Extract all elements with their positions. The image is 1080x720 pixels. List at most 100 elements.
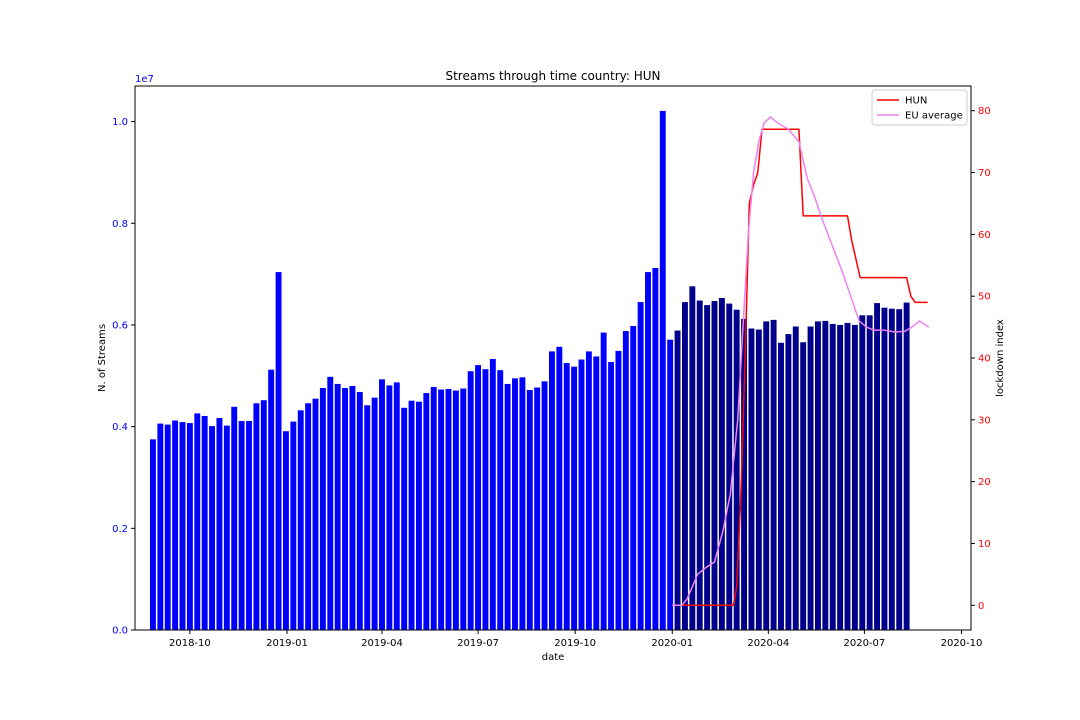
bar: [209, 426, 216, 630]
bar: [718, 298, 725, 630]
legend-label: EU average: [905, 111, 963, 122]
bar: [534, 387, 541, 630]
bar: [238, 421, 245, 630]
line-hun: [672, 128, 928, 607]
bar: [881, 307, 888, 630]
bar: [755, 329, 762, 630]
bar: [172, 420, 179, 630]
right-tick-label: 60: [978, 230, 991, 241]
bar: [275, 272, 282, 630]
chart-title: Streams through time country: HUN: [445, 69, 660, 83]
bar: [556, 346, 563, 630]
left-tick-label: 0.4: [112, 422, 128, 433]
bar: [223, 425, 230, 630]
bar: [460, 388, 467, 630]
bar: [652, 268, 659, 630]
bar: [216, 417, 223, 630]
bar: [342, 388, 349, 630]
y-axis-label-right: lockdown index: [995, 319, 1006, 397]
bar: [482, 369, 489, 630]
right-tick-label: 70: [978, 168, 991, 179]
bar: [785, 334, 792, 630]
bar: [608, 362, 615, 630]
bar: [593, 356, 600, 630]
bar: [334, 383, 341, 630]
bar: [696, 300, 703, 630]
bar: [659, 110, 666, 630]
bar: [452, 390, 459, 630]
bar: [903, 302, 910, 630]
bar: [563, 363, 570, 630]
bar: [327, 376, 334, 630]
x-tick-label: 2019-01: [266, 638, 308, 649]
right-tick-label: 0: [978, 601, 984, 612]
bar: [371, 397, 378, 630]
line-eu-average: [672, 116, 930, 607]
bar: [689, 286, 696, 630]
bar: [622, 331, 629, 630]
right-tick-label: 40: [978, 354, 991, 365]
bar: [763, 321, 770, 630]
bar: [888, 308, 895, 630]
bar: [585, 351, 592, 630]
bar: [438, 389, 445, 630]
bar: [186, 423, 193, 630]
bar: [874, 303, 881, 630]
bar: [637, 302, 644, 630]
bar: [260, 400, 267, 630]
bar: [526, 390, 533, 630]
bar: [312, 398, 319, 630]
x-tick-label: 2019-10: [554, 638, 596, 649]
bar: [364, 405, 371, 630]
bar: [681, 302, 688, 630]
bar: [393, 382, 400, 630]
bar: [268, 369, 275, 630]
bar: [748, 328, 755, 630]
bar: [866, 315, 873, 630]
bar: [645, 272, 651, 630]
bar: [349, 385, 356, 630]
bar: [467, 371, 474, 630]
bar: [231, 406, 238, 630]
left-tick-label: 0.2: [112, 524, 128, 535]
bar: [504, 383, 511, 630]
bar: [401, 407, 408, 630]
bar: [164, 424, 171, 630]
right-tick-label: 30: [978, 415, 991, 426]
x-axis: 2018-10 2019-01 2019-04 2019-07 2019-10 2020-…: [169, 630, 982, 649]
legend-label: HUN: [905, 96, 927, 107]
left-tick-label: 0.8: [112, 219, 128, 230]
bar: [822, 320, 829, 630]
bar: [711, 301, 718, 630]
bar: [253, 403, 260, 630]
right-tick-label: 20: [978, 477, 991, 488]
left-tick-label: 0.6: [112, 320, 128, 331]
bar: [851, 324, 858, 630]
left-axis-multiplier: 1e7: [135, 74, 154, 85]
bar: [829, 323, 836, 630]
bar: [430, 386, 437, 630]
left-tick-label: 0.0: [112, 626, 128, 637]
right-tick-label: 10: [978, 539, 991, 550]
bar: [246, 421, 252, 630]
bar: [179, 422, 186, 630]
bar: [541, 381, 548, 630]
bar: [800, 342, 807, 630]
x-tick-label: 2020-04: [747, 638, 789, 649]
bar: [305, 403, 312, 630]
bar: [667, 339, 674, 630]
bar: [844, 322, 851, 630]
bar: [297, 410, 304, 630]
bar: [615, 350, 622, 630]
bar: [512, 378, 518, 630]
bar: [408, 400, 415, 630]
bar: [792, 326, 799, 630]
chart-legend: HUN EU average: [871, 89, 968, 126]
bar: [741, 318, 748, 630]
bar: [497, 370, 504, 630]
bar: [674, 330, 681, 630]
bar: [415, 401, 422, 630]
right-tick-label: 50: [978, 292, 991, 303]
bar: [807, 326, 814, 630]
bar: [600, 332, 607, 630]
